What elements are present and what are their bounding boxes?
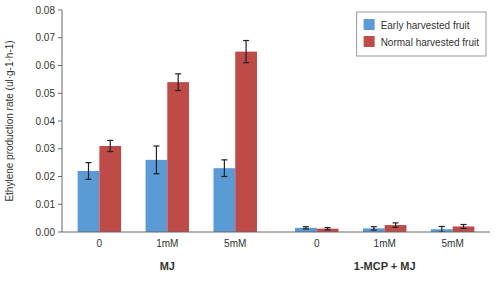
bars <box>78 41 475 232</box>
error-cap <box>175 73 181 74</box>
error-bar <box>85 163 91 180</box>
x-tick-label: 5mM <box>224 238 246 249</box>
y-tick <box>58 176 62 177</box>
y-tick <box>58 10 62 11</box>
y-tick-label: 0.03 <box>36 143 56 154</box>
bar <box>295 228 317 232</box>
y-tick <box>58 204 62 205</box>
bar <box>78 171 100 232</box>
chart-svg: 0.00 0.01 0.02 0.03 0.04 0.05 0.06 0.07 0.08 Ethy… <box>0 0 500 294</box>
y-tick-label: 0.00 <box>36 227 56 238</box>
error-cap <box>325 229 331 230</box>
error-line <box>395 223 396 227</box>
error-cap <box>371 229 377 230</box>
legend-frame <box>357 12 486 56</box>
legend-label: Early harvested fruit <box>381 20 470 31</box>
error-cap <box>221 176 227 177</box>
error-cap <box>393 227 399 228</box>
chart-container: 0.00 0.01 0.02 0.03 0.04 0.05 0.06 0.07 0.08 Ethy… <box>0 0 500 294</box>
y-tick-label: 0.08 <box>36 5 56 16</box>
legend-label: Normal harvested fruit <box>381 37 480 48</box>
error-cap <box>153 173 159 174</box>
x-tick-label: 0 <box>314 238 320 249</box>
error-cap <box>243 40 249 41</box>
legend: Early harvested fruit Normal harvested fr… <box>357 12 486 56</box>
error-cap <box>393 222 399 223</box>
error-cap <box>371 226 377 227</box>
error-cap <box>153 145 159 146</box>
error-cap <box>85 162 91 163</box>
error-bar <box>371 227 377 230</box>
error-line <box>246 41 247 63</box>
error-bar <box>221 160 227 177</box>
y-tick <box>58 37 62 38</box>
error-bar <box>393 223 399 227</box>
y-axis-label: Ethylene production rate (ul·g-1·h-1) <box>4 40 15 201</box>
error-cap <box>221 159 227 160</box>
error-line <box>178 74 179 91</box>
error-bar <box>107 140 113 151</box>
error-cap <box>325 227 331 228</box>
x-tick-label: 1mM <box>156 238 178 249</box>
error-bar <box>153 146 159 174</box>
error-line <box>224 160 225 177</box>
error-line <box>88 163 89 180</box>
x-axis-line <box>62 232 490 233</box>
bar <box>99 146 121 232</box>
error-line <box>156 146 157 174</box>
error-bar <box>439 226 445 232</box>
error-cap <box>461 228 467 229</box>
group-label: 1-MCP + MJ <box>354 260 416 272</box>
y-axis: 0.00 0.01 0.02 0.03 0.04 0.05 0.06 0.07 0.08 <box>36 5 62 238</box>
error-cap <box>461 224 467 225</box>
error-line <box>110 140 111 151</box>
y-tick <box>58 232 62 233</box>
error-bar <box>175 74 181 91</box>
x-tick-label: 5mM <box>442 238 464 249</box>
error-cap <box>439 226 445 227</box>
y-tick-label: 0.01 <box>36 199 56 210</box>
error-cap <box>107 151 113 152</box>
y-tick <box>58 93 62 94</box>
x-tick-label: 0 <box>97 238 103 249</box>
error-cap <box>175 90 181 91</box>
y-tick-label: 0.07 <box>36 32 56 43</box>
error-cap <box>85 179 91 180</box>
bar <box>167 82 189 232</box>
bar <box>235 52 257 232</box>
y-tick-label: 0.02 <box>36 171 56 182</box>
group-label: MJ <box>160 260 175 272</box>
y-tick-label: 0.06 <box>36 60 56 71</box>
error-bar <box>461 225 467 229</box>
error-cap <box>243 62 249 63</box>
error-cap <box>303 228 309 229</box>
error-bar <box>303 227 309 229</box>
error-cap <box>303 226 309 227</box>
y-tick <box>58 65 62 66</box>
y-tick <box>58 121 62 122</box>
legend-swatch <box>364 19 375 30</box>
bar <box>213 168 235 232</box>
error-line <box>441 226 442 232</box>
y-axis-line <box>62 10 63 232</box>
x-axis: 0 1mM 5mM 0 1mM 5mM <box>97 238 464 249</box>
legend-swatch <box>364 36 375 47</box>
x-tick-label: 1mM <box>374 238 396 249</box>
y-tick-label: 0.05 <box>36 88 56 99</box>
error-cap <box>107 140 113 141</box>
error-bar <box>325 228 331 230</box>
y-tick <box>58 148 62 149</box>
y-tick-label: 0.04 <box>36 116 56 127</box>
error-bar <box>243 41 249 63</box>
